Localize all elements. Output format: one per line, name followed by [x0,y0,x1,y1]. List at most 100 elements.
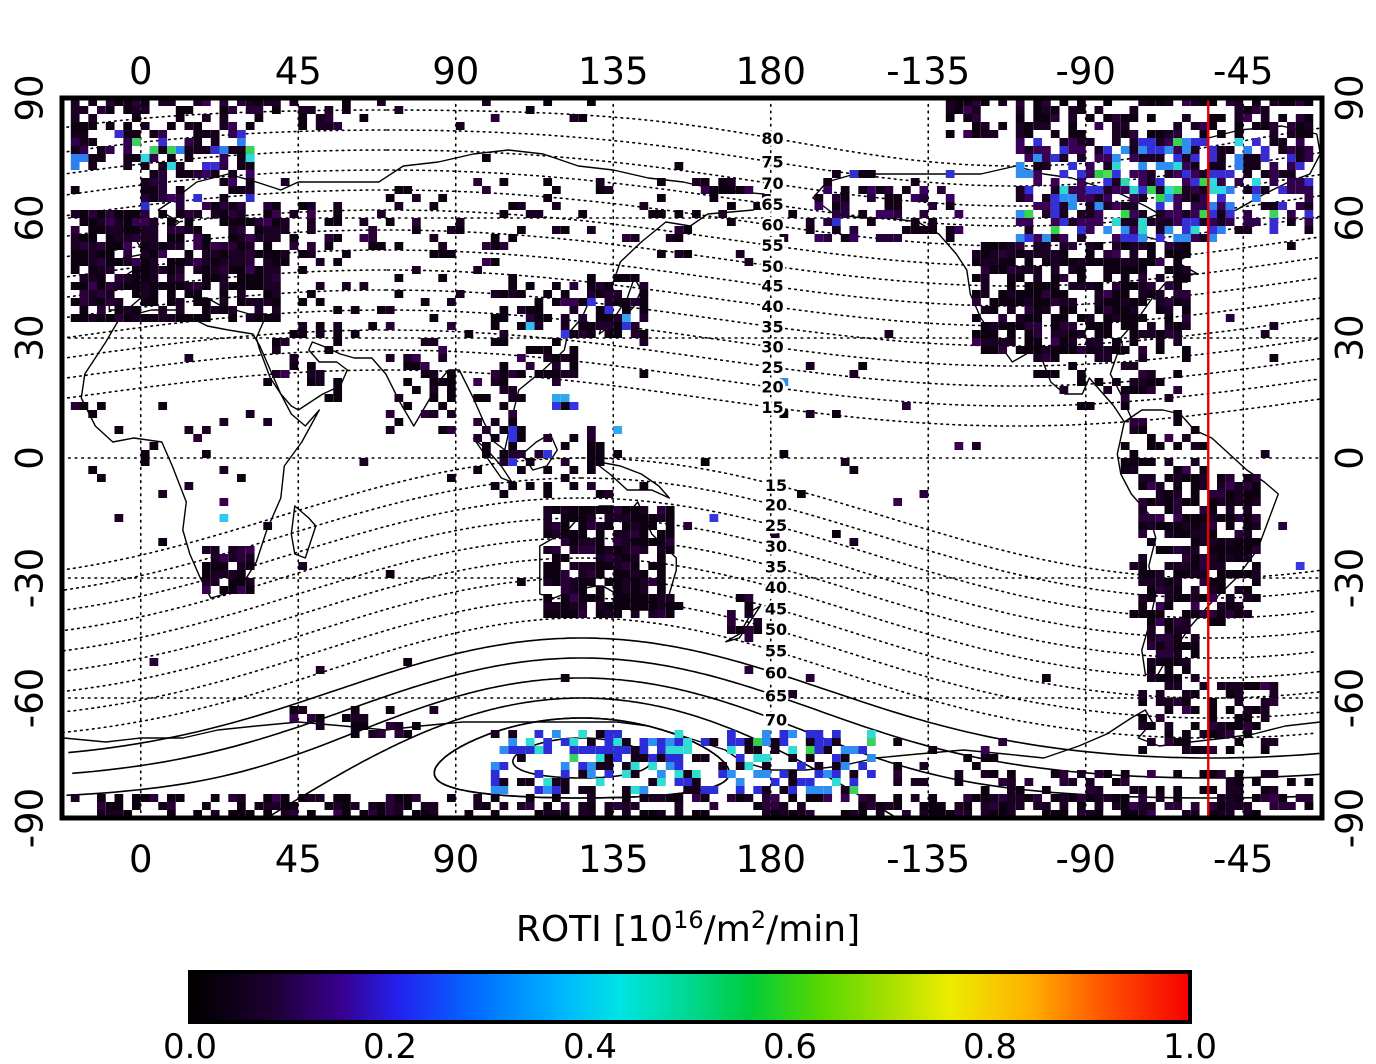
roti-cell [543,602,553,610]
roti-cell [1225,570,1235,578]
roti-cell [508,458,518,466]
roti-cell [1243,106,1253,114]
roti-cell [1225,690,1235,698]
roti-cell [674,810,684,818]
roti-cell [587,330,596,338]
roti-cell [79,146,89,154]
roti-cell [1217,154,1226,162]
roti-cell [359,282,369,290]
roti-cell [1243,226,1253,234]
roti-cell [70,298,80,306]
roti-cell [1147,186,1156,194]
roti-cell [552,810,561,818]
roti-cell [429,386,439,394]
roti-cell [1068,194,1078,202]
roti-cell [508,282,518,290]
roti-cell [114,306,124,314]
roti-cell [114,226,124,234]
roti-cell [1260,794,1270,802]
roti-cell [508,274,518,282]
roti-cell [989,306,999,314]
roti-cell [1138,298,1148,306]
roti-cell [1173,530,1183,538]
roti-cell [272,346,281,354]
roti-cell [674,602,684,610]
roti-cell [1182,218,1191,226]
roti-cell [893,234,903,242]
roti-cell [473,178,483,186]
roti-cell [1260,106,1270,114]
roti-cell [508,738,518,746]
roti-cell [1173,770,1183,778]
roti-cell [88,466,98,474]
roti-cell [1059,314,1069,322]
roti-cell [884,802,894,810]
roti-cell [858,746,868,754]
roti-cell [1190,642,1200,650]
roti-cell [1068,218,1078,226]
roti-cell [1190,562,1200,570]
roti-cell [980,802,990,810]
roti-cell [657,178,666,186]
roti-cell [578,762,588,770]
roti-cell [700,186,710,194]
roti-cell [167,810,176,818]
roti-cell [639,338,649,346]
roti-cell [648,522,658,530]
roti-cell [1112,130,1121,138]
roti-cell [210,242,220,250]
roti-cell [307,810,316,818]
roti-cell [552,554,561,562]
roti-cell [132,258,141,266]
roti-cell [1129,338,1139,346]
roti-cell [289,354,299,362]
roti-cell [245,194,255,202]
roti-cell [657,738,666,746]
roti-cell [543,738,553,746]
roti-cell [140,794,150,802]
roti-cell [1217,490,1226,498]
roti-cell [648,778,658,786]
roti-cell [455,218,465,226]
roti-cell [1147,330,1156,338]
roti-cell [438,194,448,202]
roti-cell [254,298,264,306]
roti-cell [237,242,246,250]
roti-cell [578,538,588,546]
roti-cell [1094,154,1104,162]
roti-cell [1225,482,1235,490]
roti-cell [613,314,623,322]
roti-cell [105,298,115,306]
roti-cell [140,458,150,466]
roti-cell [1068,138,1078,146]
roti-cell [1217,514,1226,522]
roti-cell [342,106,351,114]
roti-cell [1164,210,1174,218]
roti-cell [70,186,80,194]
roti-cell [1147,250,1156,258]
roti-cell [473,466,483,474]
roti-cell [1094,802,1104,810]
roti-cell [1182,522,1191,530]
roti-cell [1304,146,1314,154]
roti-cell [1120,458,1130,466]
roti-cell [1217,498,1226,506]
roti-cell [552,610,561,618]
roti-cell [193,810,203,818]
coastline-borneo [521,433,558,471]
roti-cell [980,770,990,778]
roti-cell [193,242,203,250]
roti-cell [735,794,745,802]
roti-cell [228,546,238,554]
roti-cell [1155,442,1165,450]
roti-cell [587,322,596,330]
roti-cell [158,162,168,170]
roti-cell [1147,538,1156,546]
roti-cell [1147,802,1156,810]
roti-cell [1173,682,1183,690]
roti-cell [727,178,736,186]
roti-cell [263,98,273,106]
roti-cell [552,282,561,290]
roti-cell [508,394,518,402]
roti-cell [525,746,535,754]
